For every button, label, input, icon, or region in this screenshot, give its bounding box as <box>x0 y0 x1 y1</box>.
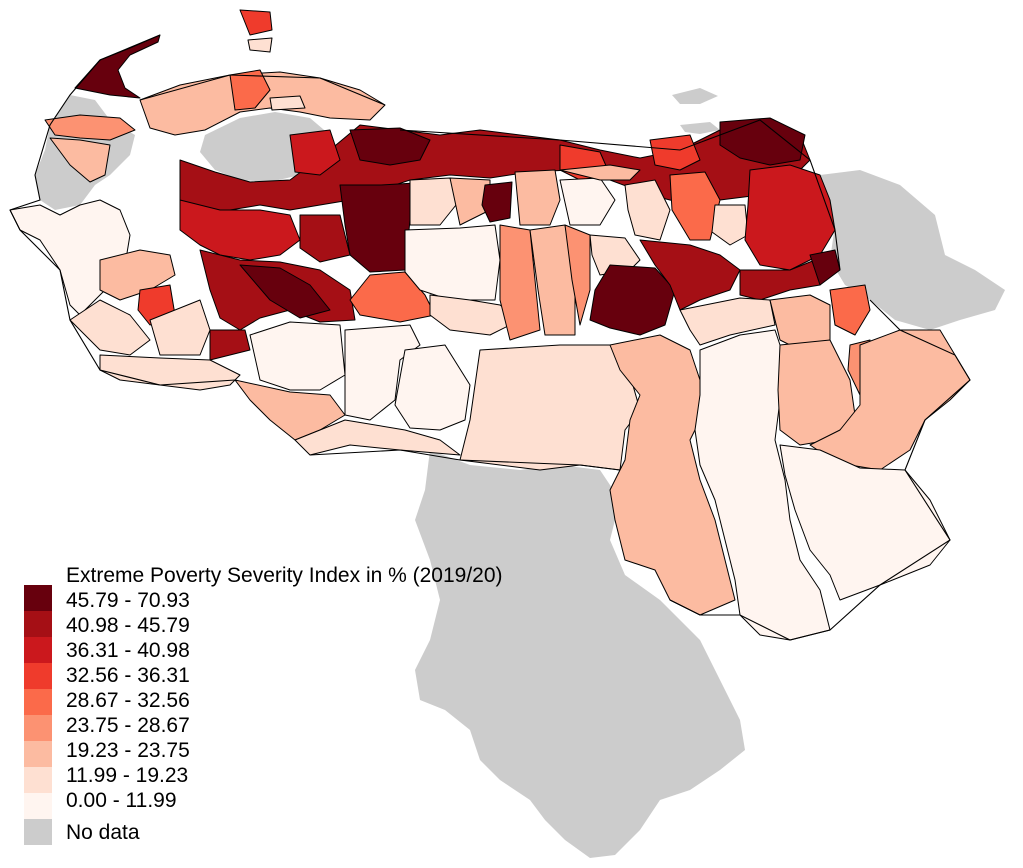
legend-label-5: 28.67 - 32.56 <box>66 689 190 712</box>
region <box>344 324 421 421</box>
legend-swatch-8 <box>24 767 52 793</box>
region <box>829 284 871 336</box>
legend-swatch-1 <box>24 585 52 611</box>
legend-label-3: 36.31 - 40.98 <box>66 639 190 662</box>
legend-swatch-4 <box>24 663 52 689</box>
region <box>99 354 241 391</box>
legend-label-1: 45.79 - 70.93 <box>66 589 190 612</box>
legend-label-10: No data <box>66 821 140 844</box>
legend-swatch-7 <box>24 741 52 767</box>
legend-swatch-9 <box>24 793 52 819</box>
legend-swatch-5 <box>24 689 52 715</box>
region <box>339 182 416 273</box>
legend-label-7: 19.23 - 23.75 <box>66 739 190 762</box>
region <box>49 137 111 183</box>
region <box>74 34 161 99</box>
region <box>247 37 273 53</box>
legend: Extreme Poverty Severity Index in % (201… <box>24 564 503 845</box>
region <box>99 249 176 301</box>
region <box>409 177 461 226</box>
regions <box>9 9 971 641</box>
region <box>209 329 251 361</box>
region <box>809 329 971 471</box>
region <box>624 179 671 241</box>
country-outline <box>9 34 971 641</box>
region <box>481 181 513 223</box>
region <box>249 321 346 391</box>
region <box>559 164 641 181</box>
region <box>229 69 271 111</box>
region <box>679 297 776 346</box>
region <box>149 299 211 356</box>
legend-label-9: 0.00 - 11.99 <box>66 789 177 812</box>
region <box>564 224 591 326</box>
region <box>514 169 561 226</box>
legend-title: Extreme Poverty Severity Index in % (201… <box>66 564 503 587</box>
outline <box>9 34 971 641</box>
region <box>404 224 501 301</box>
region <box>239 9 273 36</box>
legend-swatch-3 <box>24 637 52 663</box>
no-data-island-2 <box>680 122 720 134</box>
region <box>639 239 741 311</box>
region <box>44 114 136 141</box>
region <box>649 134 701 171</box>
region <box>289 129 341 176</box>
legend-swatch-2 <box>24 611 52 637</box>
region <box>779 444 951 601</box>
region <box>669 171 721 241</box>
no-data-amazonas <box>415 450 745 858</box>
region <box>719 117 806 166</box>
region <box>459 344 641 471</box>
legend-swatch-10 <box>24 819 52 845</box>
region <box>299 214 351 263</box>
legend-swatch-6 <box>24 715 52 741</box>
region <box>394 344 471 431</box>
region <box>349 127 431 166</box>
region <box>239 264 331 319</box>
region <box>711 204 749 246</box>
region <box>179 199 301 261</box>
legend-label-2: 40.98 - 45.79 <box>66 614 190 637</box>
region <box>69 299 151 356</box>
region <box>429 294 521 336</box>
region <box>559 177 616 226</box>
region <box>269 95 306 111</box>
legend-label-6: 23.75 - 28.67 <box>66 714 190 737</box>
legend-label-4: 32.56 - 36.31 <box>66 664 190 687</box>
legend-label-8: 11.99 - 19.23 <box>66 764 188 787</box>
region <box>589 264 676 336</box>
region <box>294 419 461 456</box>
no-data-island <box>672 88 718 104</box>
